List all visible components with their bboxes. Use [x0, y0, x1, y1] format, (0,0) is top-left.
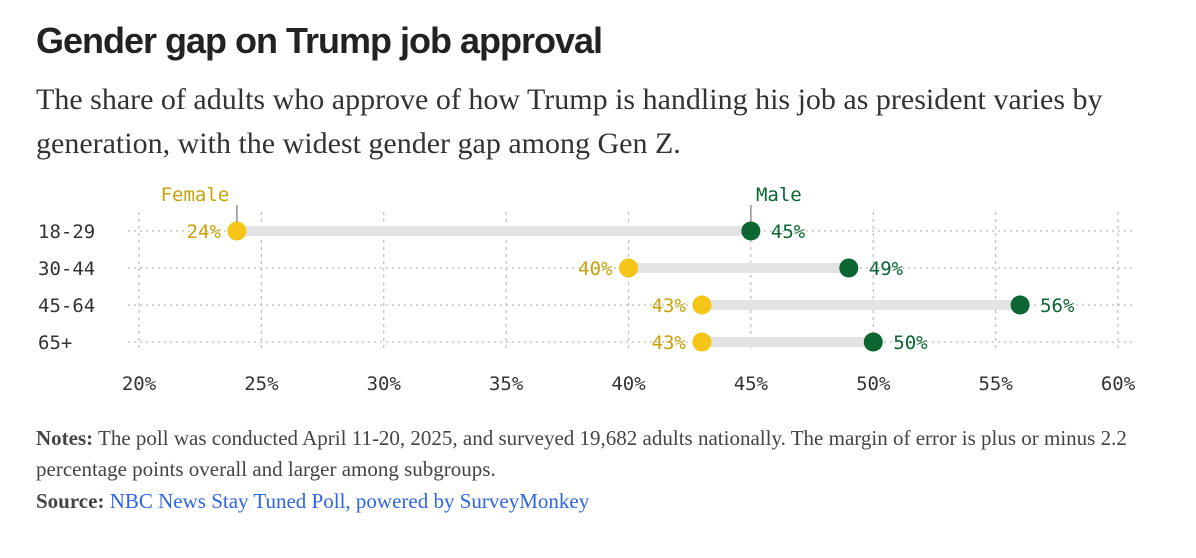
x-tick-label: 25% [244, 373, 279, 395]
data-labels: 24% 45% 40% 49% 43% 56% 43% 50% [187, 221, 1075, 354]
male-dot [741, 221, 761, 241]
female-value-label: 24% [187, 221, 222, 243]
dumbbell-chart: 24% 45% 40% 49% 43% 56% 43% 50% 18-29 30-44 45-64… [38, 184, 1136, 395]
male-value-label: 50% [893, 332, 928, 354]
chart-title: Gender gap on Trump job approval [36, 20, 603, 61]
female-dot [619, 258, 638, 278]
male-dot [1010, 295, 1030, 315]
notes-label: Notes: [36, 426, 94, 450]
female-dot [692, 295, 712, 315]
male-dot [863, 332, 883, 352]
male-value-label: 45% [771, 221, 806, 243]
male-value-label: 49% [869, 258, 904, 280]
category-label: 18-29 [38, 221, 95, 243]
female-value-label: 43% [652, 332, 687, 354]
source-label: Source: [36, 489, 105, 513]
x-tick-label: 60% [1101, 373, 1136, 395]
x-tick-label: 40% [611, 373, 646, 395]
series-legend-labels: Female Male [161, 184, 802, 222]
female-dot [692, 332, 712, 352]
female-value-label: 40% [578, 258, 613, 280]
x-axis-tick-labels: 20% 25% 30% 35% 40% 45% 50% 55% 60% [122, 373, 1136, 395]
notes-text: The poll was conducted April 11-20, 2025… [36, 426, 1127, 481]
category-label: 65+ [38, 332, 72, 354]
female-value-label: 43% [652, 295, 687, 317]
male-series-label: Male [756, 184, 802, 206]
x-tick-label: 30% [367, 373, 402, 395]
connector-bars [236, 226, 1021, 347]
male-value-label: 56% [1040, 295, 1075, 317]
source-link[interactable]: NBC News Stay Tuned Poll, powered by Sur… [109, 489, 590, 513]
category-label: 30-44 [38, 258, 95, 280]
category-label: 45-64 [38, 295, 95, 317]
category-labels: 18-29 30-44 45-64 65+ [38, 221, 95, 354]
female-series-label: Female [161, 184, 230, 206]
female-dot [227, 221, 247, 241]
x-tick-label: 55% [978, 373, 1013, 395]
chart-subtitle: The share of adults who approve of how T… [36, 83, 1103, 160]
notes: Notes: The poll was conducted April 11-2… [36, 423, 1156, 485]
data-points [227, 221, 1030, 352]
source: Source: NBC News Stay Tuned Poll, powere… [36, 486, 589, 517]
x-tick-label: 45% [734, 373, 769, 395]
x-tick-label: 50% [856, 373, 891, 395]
x-tick-label: 35% [489, 373, 524, 395]
male-dot [839, 258, 859, 278]
x-tick-label: 20% [122, 373, 157, 395]
